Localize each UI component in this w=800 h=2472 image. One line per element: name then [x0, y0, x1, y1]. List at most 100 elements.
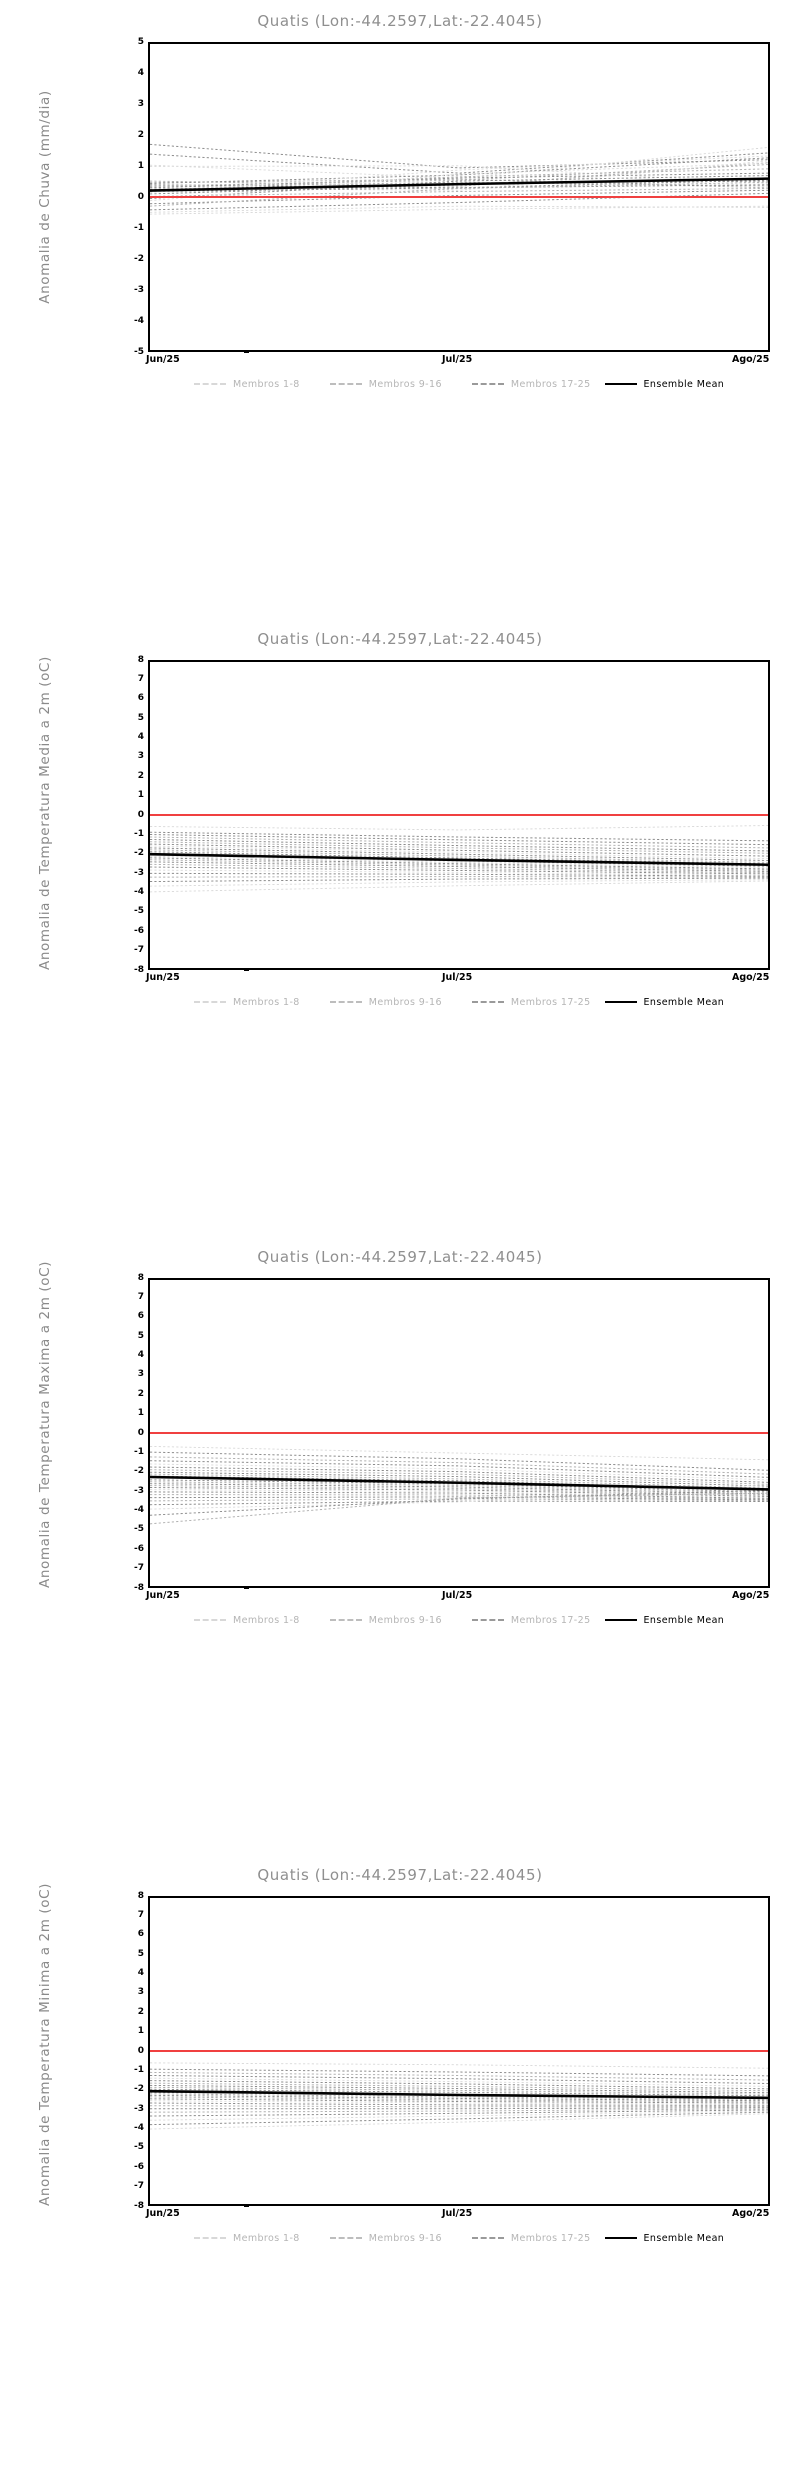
legend-item-4[interactable]: Ensemble Mean	[604, 2233, 725, 2244]
legend-item-3[interactable]: Membros 17-25	[471, 996, 591, 1008]
y-tick-label: 3	[137, 751, 144, 762]
y-tick-label: 8	[137, 1272, 144, 1283]
y-tick-label: -6	[134, 2161, 144, 2172]
y-tick-label: -1	[134, 222, 144, 233]
y-tick-label: 1	[137, 2026, 144, 2037]
y-tick-label: -7	[134, 1563, 144, 1574]
legend-swatch	[194, 1001, 226, 1003]
legend-label: Ensemble Mean	[643, 996, 725, 1008]
legend-item-1[interactable]: Membros 1-8	[194, 997, 300, 1008]
y-axis-label-text: Anomalia de Temperatura Media a 2m (oC)	[37, 656, 53, 970]
legend-item-1[interactable]: Membros 1-8	[194, 2233, 300, 2244]
legend-item-2[interactable]: Membros 9-16	[329, 378, 442, 390]
chart-panel-1: Quatis (Lon:-44.2597,Lat:-22.4045) Anomal…	[0, 0, 800, 618]
y-tick-label: -4	[134, 1505, 144, 1515]
legend-item-2[interactable]: Membros 9-16	[329, 1614, 442, 1626]
legend-swatch	[471, 383, 504, 385]
chart-title: Quatis (Lon:-44.2597,Lat:-22.4045)	[257, 12, 543, 30]
x-tick-label: Jun/25	[146, 2208, 180, 2219]
y-tick-label: 4	[137, 732, 144, 742]
y-tick-label: 2	[137, 1388, 144, 1399]
y-axis-ticks: 8 7 6 5 4 3 2 1 0 -1 -2 -3 -4 -5 -6 -7 -8	[100, 655, 249, 974]
y-tick-label: -2	[134, 253, 144, 264]
member-line	[150, 877, 768, 883]
legend-label: Membros 9-16	[368, 2232, 442, 2244]
x-tick-label: Jun/25	[146, 972, 180, 983]
legend-label: Membros 17-25	[510, 996, 591, 1008]
plot-area	[148, 660, 770, 970]
legend-item-4[interactable]: Ensemble Mean	[604, 1614, 725, 1626]
y-tick-label: 4	[137, 1350, 144, 1360]
member-line	[150, 160, 768, 191]
y-tick-label: 7	[137, 1909, 144, 1920]
legend-item-3[interactable]: Membros 17-25	[471, 1614, 591, 1626]
y-axis-ticks: 5 4 3 2 1 0 -1 -2 -3 -4 -5	[100, 37, 249, 356]
member-line	[150, 1460, 768, 1478]
y-tick-label: 8	[137, 1890, 144, 1901]
legend-item-1[interactable]: Membros 1-8	[194, 379, 300, 390]
legend-item-2[interactable]: Membros 9-16	[329, 2232, 442, 2244]
member-line	[150, 1445, 768, 1461]
legend-item-2[interactable]: Membros 9-16	[329, 996, 442, 1008]
member-line	[150, 1496, 768, 1501]
y-tick-label: 5	[137, 712, 144, 723]
y-tick-label: 0	[137, 1427, 144, 1438]
legend-label: Ensemble Mean	[643, 378, 725, 390]
legend-label: Ensemble Mean	[643, 1614, 725, 1626]
plot-area	[148, 42, 770, 352]
legend-swatch	[604, 2236, 637, 2240]
member-line	[150, 155, 768, 193]
chart-panel-4: Quatis (Lon:-44.2597,Lat:-22.4045) Anomal…	[0, 1854, 800, 2472]
legend-swatch	[194, 1619, 226, 1621]
y-tick-label: 5	[137, 1330, 144, 1341]
y-axis-ticks: 8 7 6 5 4 3 2 1 0 -1 -2 -3 -4 -5 -6 -7 -8	[100, 1273, 249, 1592]
member-line	[150, 1492, 768, 1525]
y-tick-label: 0	[137, 809, 144, 820]
x-tick-label: Jul/25	[442, 972, 473, 983]
y-tick-label: -1	[134, 828, 144, 839]
legend-label: Membros 9-16	[368, 996, 442, 1008]
chart-title: Quatis (Lon:-44.2597,Lat:-22.4045)	[257, 630, 543, 648]
y-tick-label: -3	[134, 2103, 144, 2114]
legend-label: Membros 9-16	[368, 1614, 442, 1626]
y-tick-label: -2	[134, 848, 144, 859]
x-axis-ticks: Jun/25 Jul/25 Ago/25	[0, 2208, 800, 2224]
y-tick-mark	[244, 2205, 249, 2207]
y-tick-label: -5	[134, 1524, 144, 1535]
legend-swatch	[471, 1001, 504, 1003]
member-line	[150, 1500, 768, 1506]
y-tick-label: 7	[137, 1291, 144, 1302]
y-tick-label: 7	[137, 673, 144, 684]
y-tick-label: -4	[134, 887, 144, 897]
y-tick-mark	[244, 969, 249, 971]
y-axis-label: Anomalia de Chuva (mm/dia)	[34, 42, 56, 352]
legend-label: Membros 17-25	[510, 1614, 591, 1626]
chart-title: Quatis (Lon:-44.2597,Lat:-22.4045)	[257, 1866, 543, 1884]
y-tick-label: -2	[134, 2084, 144, 2095]
y-tick-label: 2	[137, 129, 144, 140]
y-tick-mark	[244, 351, 249, 353]
y-axis-ticks: 8 7 6 5 4 3 2 1 0 -1 -2 -3 -4 -5 -6 -7 -8	[100, 1891, 249, 2210]
legend-item-3[interactable]: Membros 17-25	[471, 379, 591, 390]
ensemble-mean-line	[150, 177, 768, 192]
x-tick-label: Jul/25	[442, 2208, 473, 2219]
legend-swatch	[471, 1619, 504, 1621]
plot-svg	[150, 814, 768, 893]
member-line	[150, 2105, 768, 2108]
legend-swatch	[194, 383, 226, 385]
legend-swatch	[604, 1618, 637, 1622]
y-tick-label: 1	[137, 790, 144, 801]
legend-label: Membros 17-25	[510, 2232, 591, 2244]
legend-item-4[interactable]: Ensemble Mean	[604, 378, 725, 390]
y-tick-label: 3	[137, 98, 144, 109]
member-line	[150, 2113, 768, 2130]
y-axis-label: Anomalia de Temperatura Maxima a 2m (oC)	[34, 1261, 56, 1588]
legend-item-1[interactable]: Membros 1-8	[194, 1615, 300, 1626]
legend-item-4[interactable]: Ensemble Mean	[604, 996, 725, 1008]
legend-label: Membros 9-16	[368, 378, 442, 390]
y-tick-label: 5	[137, 36, 144, 47]
y-tick-label: -5	[134, 2142, 144, 2153]
legend-item-3[interactable]: Membros 17-25	[471, 2232, 591, 2244]
legend-swatch	[604, 1000, 637, 1004]
y-tick-label: 4	[137, 1968, 144, 1978]
